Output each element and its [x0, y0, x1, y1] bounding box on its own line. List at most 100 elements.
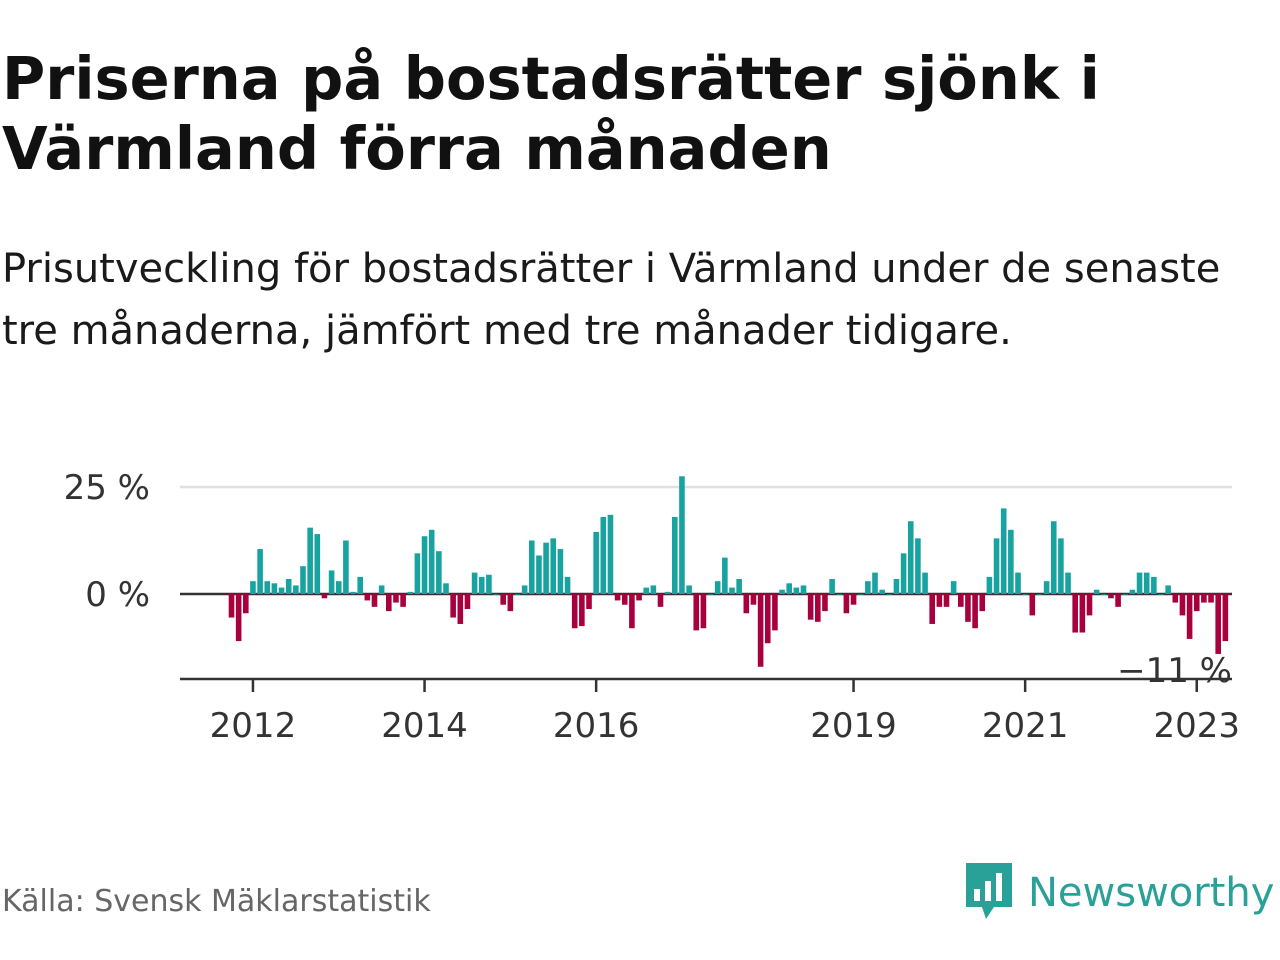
bar-40 — [514, 594, 521, 595]
bar-10 — [300, 566, 306, 594]
bar-5 — [264, 581, 271, 594]
bar-18 — [357, 576, 363, 594]
bar-55 — [621, 594, 628, 605]
bar-84 — [829, 579, 835, 594]
x-tick-label-3: 2019 — [810, 706, 897, 746]
bar-32 — [457, 594, 464, 624]
bar-76 — [772, 594, 778, 631]
bar-88 — [857, 594, 864, 595]
bar-119 — [1079, 594, 1086, 633]
bar-102 — [958, 594, 964, 607]
bar-73 — [750, 594, 757, 605]
bar-66 — [700, 594, 707, 629]
bar-22 — [386, 594, 392, 612]
bar-79 — [793, 587, 800, 594]
bar-37 — [493, 594, 499, 595]
brand-logo[interactable]: Newsworthy — [964, 862, 1274, 924]
y-tick-label-0: 25 % — [64, 468, 150, 508]
bar-86 — [843, 594, 850, 614]
bar-109 — [1008, 529, 1014, 594]
bar-41 — [521, 585, 528, 594]
bar-29 — [436, 551, 442, 594]
bar-53 — [607, 514, 614, 594]
bar-23 — [393, 594, 399, 603]
bar-123 — [1108, 594, 1114, 599]
bar-90 — [872, 572, 878, 594]
bar-107 — [993, 538, 1000, 594]
last-value-label: −11 % — [1117, 651, 1232, 691]
bar-chart-speech-bubble-icon — [964, 861, 1014, 925]
x-tick-label-2: 2016 — [553, 706, 640, 746]
bar-4 — [257, 549, 263, 594]
bar-58 — [643, 587, 649, 594]
bar-137 — [1208, 594, 1214, 603]
bar-138 — [1215, 594, 1221, 654]
bar-42 — [529, 540, 535, 594]
bar-77 — [779, 589, 785, 594]
x-tick-label-5: 2023 — [1153, 706, 1240, 746]
bar-135 — [1193, 594, 1200, 612]
bar-83 — [822, 594, 828, 612]
chart-title: Priserna på bostadsrätter sjönk i Värmla… — [2, 44, 1100, 183]
bar-17 — [350, 591, 356, 594]
bar-61 — [664, 591, 671, 594]
bar-87 — [850, 594, 857, 605]
bar-30 — [443, 583, 449, 594]
bar-7 — [278, 587, 285, 594]
bar-44 — [543, 542, 549, 594]
bar-19 — [364, 594, 371, 601]
bar-120 — [1086, 594, 1093, 616]
bar-39 — [507, 594, 514, 612]
bar-63 — [679, 476, 685, 594]
bar-57 — [636, 594, 642, 601]
bars — [228, 476, 1229, 667]
bar-133 — [1179, 594, 1186, 616]
bar-11 — [307, 527, 313, 594]
bar-33 — [464, 594, 471, 609]
bar-101 — [950, 581, 957, 594]
bar-chart: 25 % 0 % 2012 2014 2016 2019 2021 2023 −11 % — [64, 468, 1240, 746]
bar-56 — [629, 594, 635, 629]
bar-122 — [1101, 594, 1107, 595]
axes: 2012 2014 2016 2019 2021 2023 — [180, 677, 1240, 746]
bar-110 — [1015, 572, 1021, 594]
bar-15 — [335, 581, 342, 594]
bar-96 — [915, 538, 921, 594]
bar-127 — [1136, 572, 1143, 594]
bar-85 — [836, 594, 843, 595]
bar-48 — [571, 594, 578, 629]
bar-52 — [600, 516, 607, 594]
bar-89 — [865, 581, 871, 594]
bar-9 — [293, 585, 299, 594]
bar-16 — [343, 540, 349, 594]
bar-130 — [1158, 594, 1164, 595]
bar-117 — [1065, 572, 1071, 594]
chart-subtitle: Prisutveckling för bostadsrätter i Värml… — [2, 246, 1221, 354]
bar-6 — [271, 583, 278, 594]
bar-139 — [1222, 594, 1229, 642]
bar-8 — [285, 579, 292, 594]
bar-95 — [907, 521, 914, 594]
bar-97 — [922, 572, 928, 594]
bar-51 — [593, 531, 599, 594]
bar-105 — [979, 594, 986, 612]
bar-45 — [550, 538, 557, 594]
bar-75 — [764, 594, 771, 644]
bar-113 — [1036, 594, 1043, 595]
bar-28 — [428, 529, 435, 594]
bar-49 — [579, 594, 585, 627]
bar-14 — [328, 570, 335, 594]
bar-114 — [1043, 581, 1050, 594]
bar-106 — [986, 576, 993, 594]
bar-0 — [228, 594, 235, 618]
bar-60 — [657, 594, 664, 607]
bar-43 — [536, 555, 542, 594]
bar-125 — [1122, 594, 1129, 595]
bar-50 — [586, 594, 592, 609]
bar-126 — [1129, 589, 1136, 594]
bar-99 — [936, 594, 943, 607]
bar-34 — [471, 572, 478, 594]
bar-129 — [1151, 576, 1157, 594]
x-tick-label-1: 2014 — [381, 706, 468, 746]
bar-24 — [400, 594, 406, 607]
